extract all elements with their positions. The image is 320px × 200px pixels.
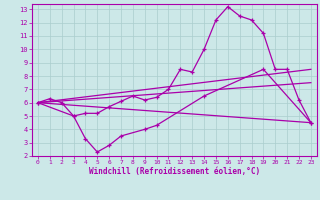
- X-axis label: Windchill (Refroidissement éolien,°C): Windchill (Refroidissement éolien,°C): [89, 167, 260, 176]
